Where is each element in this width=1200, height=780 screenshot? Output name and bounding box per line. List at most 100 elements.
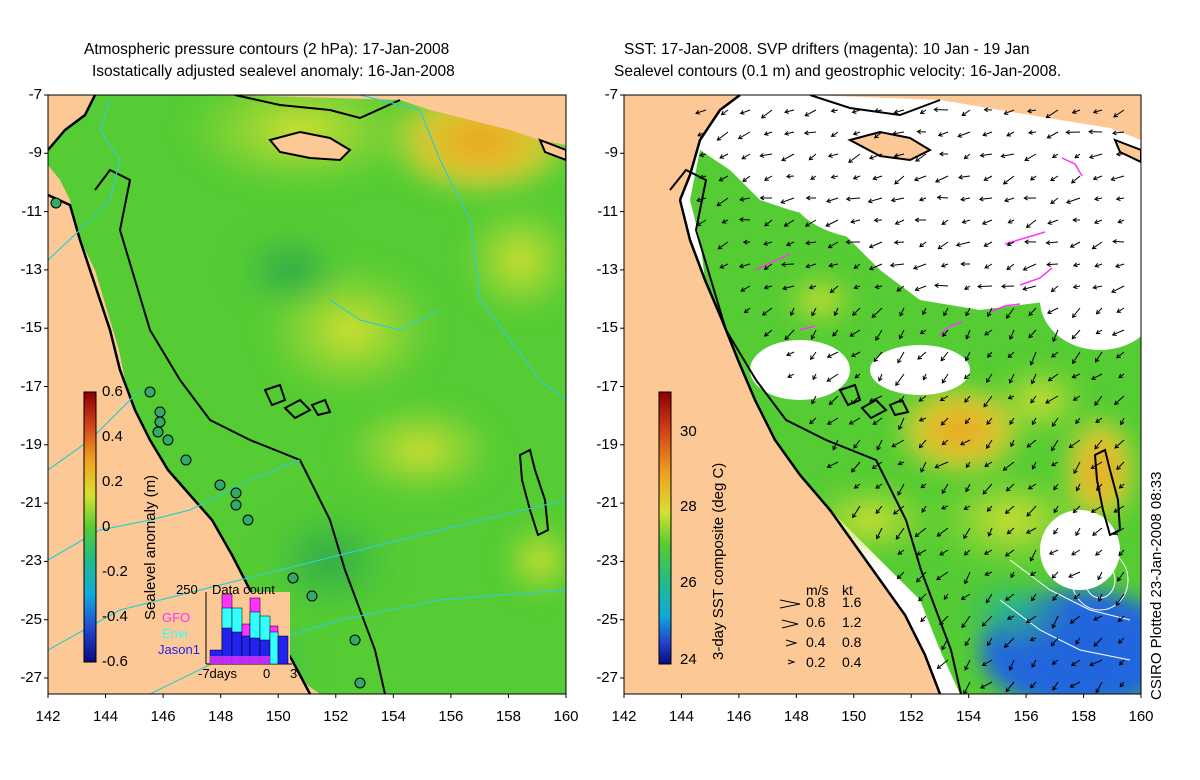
y-tick-left: -7 (28, 86, 42, 103)
velocity-arrow (1091, 373, 1103, 380)
velocity-arrow (1051, 615, 1059, 629)
velocity-arrow (1009, 417, 1015, 425)
right-title-line1: SST: 17-Jan-2008. SVP drifters (magenta)… (624, 41, 1030, 58)
y-tick-left: -23 (20, 552, 42, 570)
velocity-arrow (1026, 108, 1037, 114)
velocity-arrow (743, 307, 751, 314)
velocity-arrow (943, 307, 949, 317)
velocity-arrow (878, 373, 883, 382)
velocity-arrow (826, 417, 839, 425)
velocity-arrow (848, 417, 861, 425)
velocity-key-kt: 0.8 (842, 634, 862, 650)
velocity-key-kt: 1.6 (842, 594, 862, 610)
velocity-arrow (1071, 329, 1081, 340)
velocity-arrow (827, 153, 839, 158)
velocity-arrow (1071, 373, 1081, 379)
velocity-arrow (805, 195, 817, 201)
velocity-arrow (852, 307, 861, 316)
velocity-arrow (1029, 636, 1037, 642)
velocity-arrow (873, 351, 883, 363)
velocity-arrow (869, 395, 883, 403)
velocity-arrow (780, 197, 795, 204)
velocity-arrow (939, 615, 949, 626)
velocity-arrow (936, 659, 949, 670)
velocity-arrow (1072, 505, 1081, 514)
velocity-arrow (1075, 483, 1081, 492)
sla-colorbar-tick: -0.4 (102, 608, 128, 625)
velocity-arrow (803, 130, 817, 136)
y-tick-right: -11 (597, 202, 618, 220)
y-tick-right: -17 (596, 377, 618, 395)
velocity-arrow (786, 241, 795, 247)
y-tick-right: -21 (596, 494, 618, 512)
velocity-arrow (872, 417, 883, 425)
inset-x-label-start: -7days (198, 666, 238, 681)
velocity-arrow (936, 195, 949, 201)
velocity-arrow (977, 283, 993, 289)
velocity-arrow (1113, 505, 1125, 513)
velocity-arrow (941, 637, 949, 651)
sst-colorbar (658, 391, 672, 665)
velocity-key-ms: 0.8 (806, 594, 826, 610)
y-tick-left: -27 (20, 669, 42, 686)
velocity-arrow (919, 329, 927, 335)
velocity-arrow (1003, 637, 1015, 648)
velocity-arrow (892, 505, 905, 515)
velocity-arrow (983, 107, 993, 113)
velocity-arrow (1069, 681, 1081, 688)
velocity-arrow (739, 109, 751, 115)
velocity-arrow (1010, 571, 1015, 579)
velocity-arrow (738, 263, 751, 269)
velocity-arrow (697, 131, 707, 137)
velocity-arrow (1053, 527, 1059, 535)
velocity-arrow (895, 373, 905, 387)
plotted-note: CSIRO Plotted 23-Jan-2008 08:33 (1148, 471, 1165, 700)
velocity-arrow (1030, 373, 1037, 385)
velocity-arrow (716, 197, 729, 207)
velocity-arrow (1115, 196, 1125, 202)
velocity-arrow (845, 239, 861, 245)
velocity-arrow (964, 637, 971, 647)
velocity-arrow (873, 108, 883, 114)
velocity-arrow (1071, 549, 1081, 556)
velocity-arrow (1006, 615, 1015, 620)
velocity-arrow (763, 241, 773, 246)
velocity-arrow (1051, 659, 1059, 665)
velocity-arrow (1046, 131, 1059, 139)
velocity-arrow (873, 217, 883, 223)
velocity-arrow (913, 175, 927, 182)
velocity-arrow (830, 131, 839, 137)
velocity-arrow (875, 505, 883, 514)
velocity-arrow (1071, 109, 1081, 114)
velocity-arrow (742, 175, 751, 183)
x-tick-left: 148 (208, 708, 234, 725)
velocity-arrow (1117, 218, 1125, 224)
velocity-arrow (1113, 109, 1125, 118)
sst-colorbar-label: 3-day SST composite (deg C) (710, 462, 727, 660)
velocity-arrow (1028, 329, 1037, 339)
left-title-line1: Atmospheric pressure contours (2 hPa): 1… (84, 41, 450, 58)
velocity-arrow (1095, 351, 1103, 363)
velocity-arrow (805, 263, 817, 269)
velocity-arrow (1028, 129, 1037, 135)
velocity-arrow (808, 284, 817, 290)
velocity-arrow (921, 505, 927, 513)
velocity-arrow (828, 395, 839, 406)
velocity-arrow (811, 307, 817, 317)
velocity-arrow (848, 153, 861, 163)
x-tick-left: 156 (438, 708, 464, 725)
velocity-arrow (1112, 239, 1125, 245)
inset-title: Data count (212, 582, 275, 597)
velocity-arrow (1031, 461, 1037, 470)
velocity-arrow (1003, 109, 1015, 115)
velocity-arrow (1022, 285, 1037, 291)
velocity-arrow (851, 109, 861, 114)
velocity-arrow (763, 284, 773, 290)
velocity-arrow (963, 549, 971, 556)
velocity-arrow (1116, 461, 1125, 471)
sla-colorbar-tick: -0.2 (102, 563, 128, 580)
velocity-arrow (964, 285, 971, 290)
velocity-arrow (1029, 571, 1037, 576)
x-tick-right: 160 (1128, 708, 1154, 725)
velocity-arrow (1094, 439, 1103, 450)
